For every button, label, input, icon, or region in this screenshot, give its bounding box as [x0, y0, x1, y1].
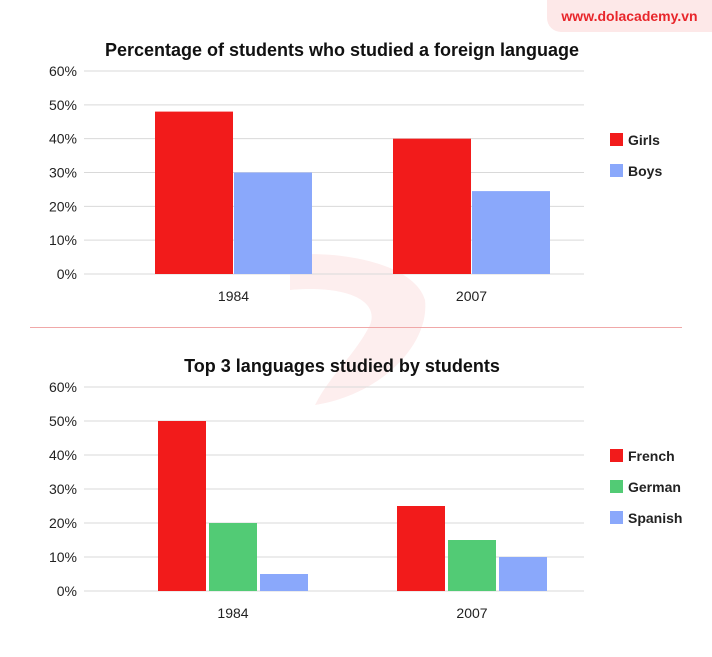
- legend-swatch: [610, 164, 623, 177]
- brand-link[interactable]: www.dolacademy.vn: [561, 8, 698, 24]
- y-tick-label: 60%: [49, 379, 77, 395]
- legend-swatch: [610, 449, 623, 462]
- bar-german-1984: [209, 523, 257, 591]
- legend-swatch: [610, 511, 623, 524]
- watermark-logo-icon: [290, 254, 426, 405]
- bar-german-2007: [448, 540, 496, 591]
- y-tick-label: 60%: [49, 63, 77, 79]
- y-tick-label: 0%: [57, 583, 77, 599]
- bar-french-2007: [397, 506, 445, 591]
- x-category-label: 2007: [456, 288, 487, 304]
- chart-title: Top 3 languages studied by students: [184, 356, 500, 376]
- chart-title: Percentage of students who studied a for…: [105, 40, 579, 60]
- y-tick-label: 50%: [49, 413, 77, 429]
- legend-swatch: [610, 133, 623, 146]
- bar-boys-2007: [472, 191, 550, 274]
- bar-spanish-1984: [260, 574, 308, 591]
- y-tick-label: 10%: [49, 549, 77, 565]
- legend-label: Spanish: [628, 510, 682, 526]
- legend-swatch: [610, 480, 623, 493]
- bar-girls-2007: [393, 138, 471, 274]
- bar-girls-1984: [155, 111, 233, 274]
- legend-label: French: [628, 448, 675, 464]
- y-tick-label: 20%: [49, 198, 77, 214]
- y-tick-label: 10%: [49, 232, 77, 248]
- legend-label: German: [628, 479, 681, 495]
- y-tick-label: 40%: [49, 131, 77, 147]
- chart-foreign-language: Percentage of students who studied a for…: [49, 40, 662, 304]
- brand-badge[interactable]: www.dolacademy.vn: [547, 0, 712, 32]
- section-divider: [30, 327, 682, 328]
- y-tick-label: 0%: [57, 266, 77, 282]
- y-tick-label: 30%: [49, 481, 77, 497]
- bar-french-1984: [158, 421, 206, 591]
- legend-label: Boys: [628, 163, 662, 179]
- bar-boys-1984: [234, 172, 312, 274]
- bar-spanish-2007: [499, 557, 547, 591]
- y-tick-label: 20%: [49, 515, 77, 531]
- chart-top-languages: Top 3 languages studied by students 0% 10%…: [49, 356, 683, 621]
- x-category-label: 2007: [456, 605, 487, 621]
- y-tick-label: 30%: [49, 165, 77, 181]
- legend-label: Girls: [628, 132, 660, 148]
- y-tick-label: 40%: [49, 447, 77, 463]
- x-category-label: 1984: [217, 605, 248, 621]
- y-tick-label: 50%: [49, 97, 77, 113]
- x-category-label: 1984: [218, 288, 249, 304]
